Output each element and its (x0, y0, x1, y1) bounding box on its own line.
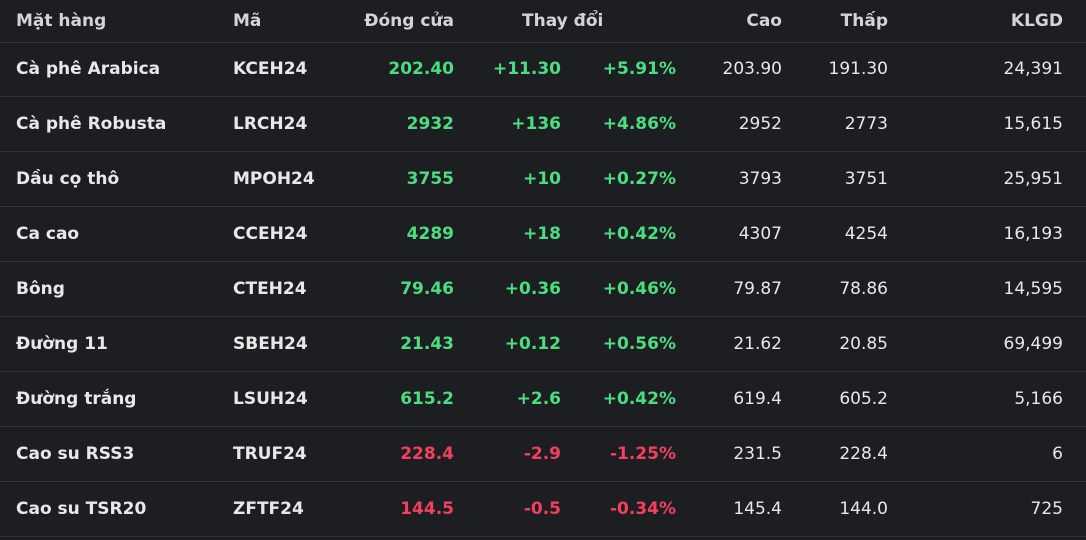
table-cell: 605.2 (839, 389, 888, 409)
table-cell: 144.0 (839, 499, 888, 519)
table-cell: 3793 (738, 169, 782, 189)
table-cell: +2.6 (516, 389, 561, 409)
table-row: Ca cao CCEH24 4289 +18 +0.42% 4307 4254 16,193 (0, 207, 1086, 262)
table-cell: Cà phê Arabica (16, 59, 161, 79)
table-cell: 78.86 (839, 279, 888, 299)
table-cell: Bông (16, 279, 65, 299)
table-cell: 4254 (844, 224, 888, 244)
table-cell: 5,166 (1014, 389, 1063, 409)
table-cell: KCEH24 (233, 59, 308, 79)
table-cell: 6 (1052, 444, 1063, 464)
table-cell: 3751 (844, 169, 888, 189)
header-cell: Thấp (840, 11, 888, 31)
table-row: Bông CTEH24 79.46 +0.36 +0.46% 79.87 78.86 14,5… (0, 262, 1086, 317)
table-cell: 79.46 (400, 279, 454, 299)
table-cell: -0.34% (609, 499, 676, 519)
header-cell: Thay đổi (522, 11, 604, 31)
table-cell: -0.5 (523, 499, 561, 519)
table-cell: 228.4 (400, 444, 454, 464)
table-cell: Ca cao (16, 224, 80, 244)
table-cell: CTEH24 (233, 279, 307, 299)
table-cell: 16,193 (1003, 224, 1063, 244)
table-cell: 202.40 (388, 59, 454, 79)
table-cell: +0.27% (602, 169, 676, 189)
table-cell: Đường 11 (16, 334, 108, 354)
table-cell: 145.4 (733, 499, 782, 519)
table-cell: Đường trắng (16, 389, 137, 409)
table-row: Đường trắng LSUH24 615.2 +2.6 +0.42% 619.4 605… (0, 372, 1086, 427)
table-cell: 21.62 (733, 334, 782, 354)
table-cell: +0.42% (602, 389, 676, 409)
table-cell: +0.12 (504, 334, 561, 354)
header-cell: KLGD (1010, 11, 1063, 31)
table-cell: LSUH24 (233, 389, 308, 409)
table-cell: 21.43 (400, 334, 454, 354)
table-row: Cà phê Robusta LRCH24 2932 +136 +4.86% 2952 27… (0, 97, 1086, 152)
table-cell: +5.91% (602, 59, 676, 79)
table-cell: 619.4 (733, 389, 782, 409)
table-cell: 14,595 (1003, 279, 1063, 299)
table-cell: ZFTF24 (233, 499, 304, 519)
table-cell: CCEH24 (233, 224, 308, 244)
table-cell: 203.90 (722, 59, 782, 79)
table-cell: 15,615 (1003, 114, 1063, 134)
table-cell: +10 (523, 169, 561, 189)
table-cell: 2932 (406, 114, 454, 134)
table-cell: Cà phê Robusta (16, 114, 167, 134)
table-cell: Cao su RSS3 (16, 444, 135, 464)
table-cell: 191.30 (828, 59, 888, 79)
table-cell: +0.56% (602, 334, 676, 354)
table-row: Đường 11 SBEH24 21.43 +0.12 +0.56% 21.62 20.85… (0, 317, 1086, 372)
table-cell: 25,951 (1003, 169, 1063, 189)
table-cell: -1.25% (609, 444, 676, 464)
table-cell: Dầu cọ thô (16, 169, 120, 189)
table-cell: +0.42% (602, 224, 676, 244)
table-cell: 615.2 (400, 389, 454, 409)
header-row: Mặt hàng Mã Đóng cửa Thay đổi Cao Thấp KLGD (0, 0, 1086, 43)
table-cell: +11.30 (492, 59, 561, 79)
table-cell: 69,499 (1003, 334, 1063, 354)
table-cell: 24,391 (1003, 59, 1063, 79)
table-cell: Cao su TSR20 (16, 499, 147, 519)
table-cell: 79.87 (733, 279, 782, 299)
table-row: Cao su TSR20 ZFTF24 144.5 -0.5 -0.34% 145.4 14… (0, 482, 1086, 537)
header-cell: Mặt hàng (16, 11, 107, 31)
table-cell: 20.85 (839, 334, 888, 354)
table-cell: 4307 (738, 224, 782, 244)
table-cell: 144.5 (400, 499, 454, 519)
table-row: Dầu cọ thô MPOH24 3755 +10 +0.27% 3793 3751 25,… (0, 152, 1086, 207)
table-cell: 4289 (406, 224, 454, 244)
table-cell: 228.4 (839, 444, 888, 464)
table-cell: 3755 (406, 169, 454, 189)
table-cell: 2952 (738, 114, 782, 134)
table-cell: 231.5 (733, 444, 782, 464)
table-cell: -2.9 (523, 444, 561, 464)
table-cell: 2773 (844, 114, 888, 134)
table-row: Cà phê Arabica KCEH24 202.40 +11.30 +5.91% 20… (0, 42, 1086, 97)
table-row: Cao su RSS3 TRUF24 228.4 -2.9 -1.25% 231.5 228… (0, 427, 1086, 482)
table-cell: +18 (523, 224, 561, 244)
table-cell: 725 (1030, 499, 1063, 519)
table-cell: +136 (511, 114, 561, 134)
header-cell: Đóng cửa (364, 11, 454, 31)
table-cell: SBEH24 (233, 334, 308, 354)
header-cell: Mã (233, 11, 262, 31)
table-cell: +0.46% (602, 279, 676, 299)
table-cell: MPOH24 (233, 169, 315, 189)
header-cell: Cao (746, 11, 782, 31)
table-cell: +0.36 (504, 279, 561, 299)
table-cell: +4.86% (602, 114, 676, 134)
table-cell: LRCH24 (233, 114, 308, 134)
table-cell: TRUF24 (233, 444, 307, 464)
